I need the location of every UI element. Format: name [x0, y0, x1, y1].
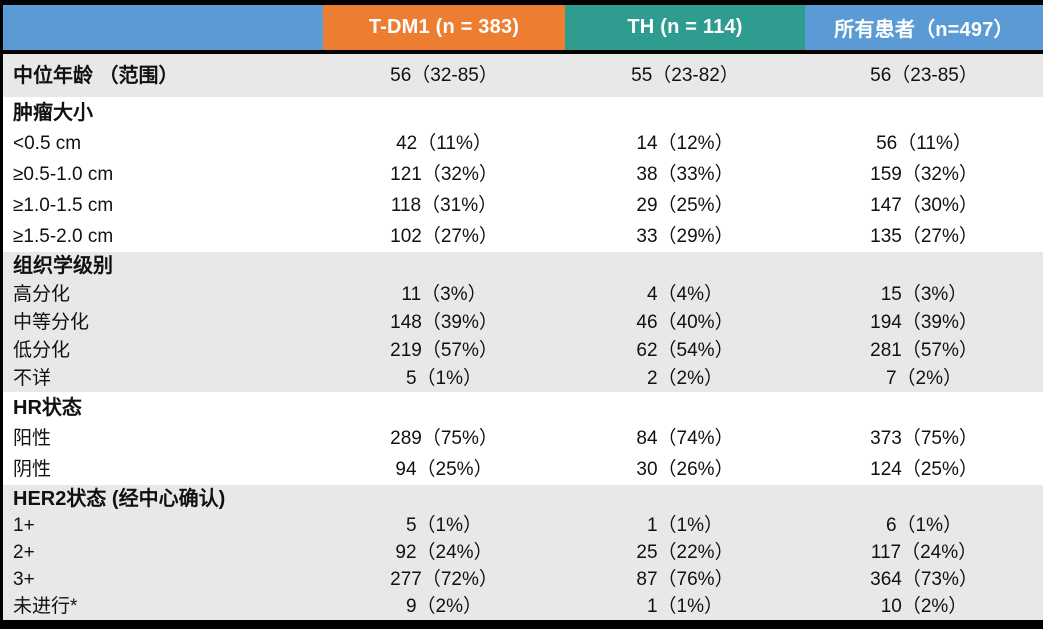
- section-header-row: HR状态: [3, 392, 1043, 423]
- row-label: 3+: [13, 569, 35, 590]
- header-separator: [3, 50, 1043, 54]
- table-row: ≥1.5-2.0 cm 102（27%） 33（29%） 135（27%）: [3, 221, 1043, 252]
- row-label: 2+: [13, 542, 35, 563]
- row-label: 阴性: [13, 459, 52, 480]
- table-row: 中等分化 148（39%） 46（40%） 194（39%）: [3, 308, 1043, 336]
- value-tdm1: 5（1%）: [405, 515, 483, 536]
- section-title: HER2状态 (经中心确认): [13, 487, 226, 510]
- value-tdm1: 42（11%）: [396, 133, 492, 154]
- value-tdm1: 56（32-85）: [390, 65, 498, 86]
- header-row: T-DM1 (n = 383) TH (n = 114) 所有患者（n=497）: [3, 5, 1043, 50]
- section-title: 组织学级别: [13, 255, 113, 277]
- value-all: 373（75%）: [870, 428, 978, 449]
- value-th: 62（54%）: [636, 339, 734, 361]
- value-all: 15（3%）: [880, 283, 968, 305]
- value-all: 56（11%）: [876, 133, 972, 154]
- value-tdm1: 92（24%）: [395, 542, 493, 563]
- row-label: 阳性: [13, 428, 52, 449]
- value-th: 55（23-82）: [631, 65, 739, 86]
- value-th: 29（25%）: [636, 195, 734, 216]
- row-label: 中等分化: [13, 311, 90, 333]
- value-th: 4（4%）: [646, 283, 724, 305]
- value-th: 2（2%）: [646, 367, 724, 389]
- value-all: 159（32%）: [870, 164, 978, 185]
- row-label: <0.5 cm: [13, 133, 82, 154]
- table-row: 高分化 11（3%） 4（4%） 15（3%）: [3, 280, 1043, 308]
- value-tdm1: 289（75%）: [390, 428, 498, 449]
- value-tdm1: 121（32%）: [390, 164, 498, 185]
- section-hr-status: HR状态 阳性 289（75%） 84（74%） 373（75%） 阴性 94（…: [3, 392, 1043, 485]
- value-th: 87（76%）: [636, 569, 734, 590]
- value-th: 46（40%）: [636, 311, 734, 333]
- table-row: 3+ 277（72%） 87（76%） 364（73%）: [3, 566, 1043, 593]
- section-her2-status: HER2状态 (经中心确认) 1+ 5（1%） 1（1%） 6（1%） 2+ 9…: [3, 485, 1043, 620]
- table-row: 低分化 219（57%） 62（54%） 281（57%）: [3, 336, 1043, 364]
- value-tdm1: 9（2%）: [405, 596, 483, 617]
- section-header-row: 组织学级别: [3, 252, 1043, 280]
- value-th: 1（1%）: [646, 515, 724, 536]
- value-all: 10（2%）: [880, 596, 968, 617]
- corner-cell: [3, 5, 323, 50]
- row-label: 不详: [13, 367, 52, 389]
- value-tdm1: 102（27%）: [390, 226, 498, 247]
- section-header-row: HER2状态 (经中心确认): [3, 485, 1043, 512]
- row-label: 低分化: [13, 339, 71, 361]
- value-all: 7（2%）: [885, 367, 963, 389]
- table-row: ≥1.0-1.5 cm 118（31%） 29（25%） 147（30%）: [3, 190, 1043, 221]
- value-th: 84（74%）: [636, 428, 734, 449]
- value-all: 124（25%）: [870, 459, 978, 480]
- value-tdm1: 11（3%）: [401, 283, 487, 305]
- table-top-border: [3, 0, 1043, 5]
- value-tdm1: 118（31%）: [390, 195, 498, 216]
- value-all: 194（39%）: [870, 311, 978, 333]
- value-th: 14（12%）: [636, 133, 734, 154]
- table-row: 2+ 92（24%） 25（22%） 117（24%）: [3, 539, 1043, 566]
- value-tdm1: 148（39%）: [390, 311, 498, 333]
- row-label: 中位年龄 （范围）: [13, 64, 179, 87]
- table-row: 未进行* 9（2%） 1（1%） 10（2%）: [3, 593, 1043, 620]
- table-row: 不详 5（1%） 2（2%） 7（2%）: [3, 364, 1043, 392]
- section-histologic-grade: 组织学级别 高分化 11（3%） 4（4%） 15（3%） 中等分化 148（3…: [3, 252, 1043, 392]
- value-th: 38（33%）: [636, 164, 734, 185]
- value-all: 147（30%）: [870, 195, 978, 216]
- value-tdm1: 94（25%）: [395, 459, 493, 480]
- row-label: 高分化: [13, 283, 71, 305]
- section-header-row: 肿瘤大小: [3, 97, 1043, 128]
- section-tumor-size: 肿瘤大小 <0.5 cm 42（11%） 14（12%） 56（11%） ≥0.…: [3, 97, 1043, 252]
- table-row: <0.5 cm 42（11%） 14（12%） 56（11%）: [3, 128, 1043, 159]
- value-tdm1: 5（1%）: [405, 367, 483, 389]
- median-age-row: 中位年龄 （范围） 56（32-85） 55（23-82） 56（23-85）: [3, 54, 1043, 97]
- value-tdm1: 219（57%）: [390, 339, 498, 361]
- value-th: 30（26%）: [636, 459, 734, 480]
- table-row: 1+ 5（1%） 1（1%） 6（1%）: [3, 512, 1043, 539]
- value-all: 56（23-85）: [870, 65, 978, 86]
- value-tdm1: 277（72%）: [390, 569, 498, 590]
- table-row: ≥0.5-1.0 cm 121（32%） 38（33%） 159（32%）: [3, 159, 1043, 190]
- value-th: 25（22%）: [636, 542, 734, 563]
- row-label: ≥1.0-1.5 cm: [13, 195, 114, 216]
- value-all: 364（73%）: [870, 569, 978, 590]
- table-row: 阴性 94（25%） 30（26%） 124（25%）: [3, 454, 1043, 485]
- value-th: 33（29%）: [636, 226, 734, 247]
- row-label: ≥1.5-2.0 cm: [13, 226, 114, 247]
- value-th: 1（1%）: [646, 596, 724, 617]
- row-label: 1+: [13, 515, 35, 536]
- column-header-th: TH (n = 114): [565, 5, 805, 50]
- table-bottom-border: [3, 620, 1043, 629]
- section-title: HR状态: [13, 396, 82, 419]
- row-label: ≥0.5-1.0 cm: [13, 164, 114, 185]
- value-all: 117（24%）: [870, 542, 978, 563]
- value-all: 135（27%）: [870, 226, 978, 247]
- row-label: 未进行*: [13, 596, 78, 617]
- value-all: 6（1%）: [885, 515, 963, 536]
- value-all: 281（57%）: [870, 339, 978, 361]
- column-header-all-patients: 所有患者（n=497）: [805, 5, 1043, 50]
- column-header-tdm1: T-DM1 (n = 383): [323, 5, 565, 50]
- section-title: 肿瘤大小: [13, 101, 93, 124]
- table-row: 阳性 289（75%） 84（74%） 373（75%）: [3, 423, 1043, 454]
